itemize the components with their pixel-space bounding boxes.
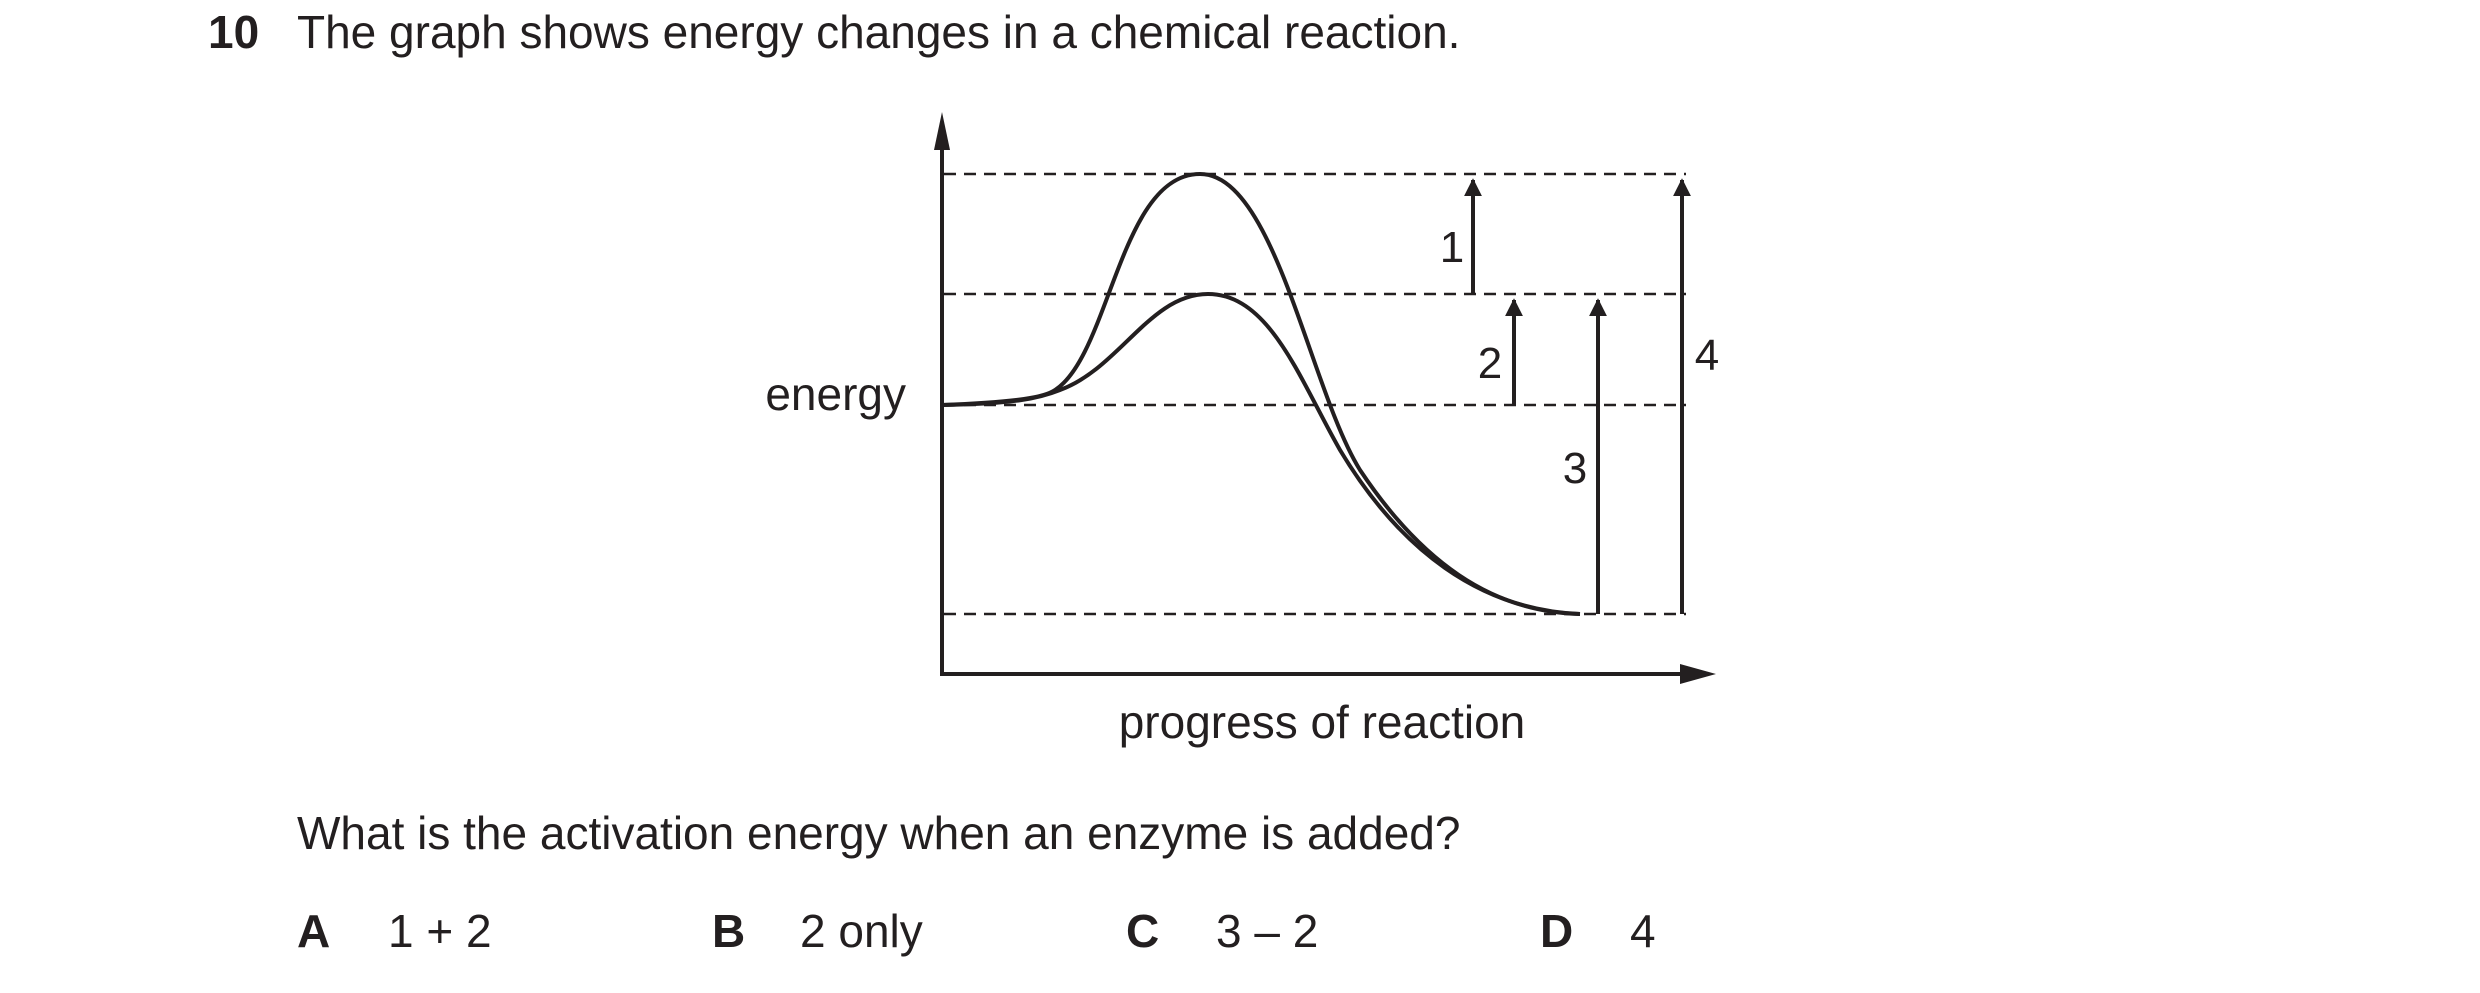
y-axis (934, 112, 950, 676)
x-axis-label: progress of reaction (1119, 696, 1526, 748)
energy-profile-diagram: 1 2 3 4 energy progress of reaction (765, 112, 1719, 748)
curve-with-enzyme (941, 291, 1581, 616)
question-prompt: What is the activation energy when an en… (297, 807, 1461, 859)
arrow-4-label: 4 (1695, 331, 1719, 380)
x-axis (940, 664, 1716, 684)
question-number: 10 (208, 6, 260, 58)
option-b-letter: B (712, 905, 746, 957)
option-a-text: 1 + 2 (388, 905, 492, 957)
question-text: The graph shows energy changes in a chem… (297, 6, 1461, 58)
option-d-letter: D (1540, 905, 1574, 957)
curve-without-enzyme (941, 171, 1581, 616)
arrow-3-label: 3 (1563, 444, 1587, 493)
arrow-1-label: 1 (1440, 223, 1464, 272)
arrow-2-label: 2 (1478, 339, 1502, 388)
option-c-text: 3 – 2 (1216, 905, 1319, 957)
option-c-letter: C (1126, 905, 1160, 957)
y-axis-label: energy (765, 368, 906, 420)
option-b-text: 2 only (800, 905, 923, 957)
option-a-letter: A (297, 905, 331, 957)
option-d-text: 4 (1630, 905, 1656, 957)
